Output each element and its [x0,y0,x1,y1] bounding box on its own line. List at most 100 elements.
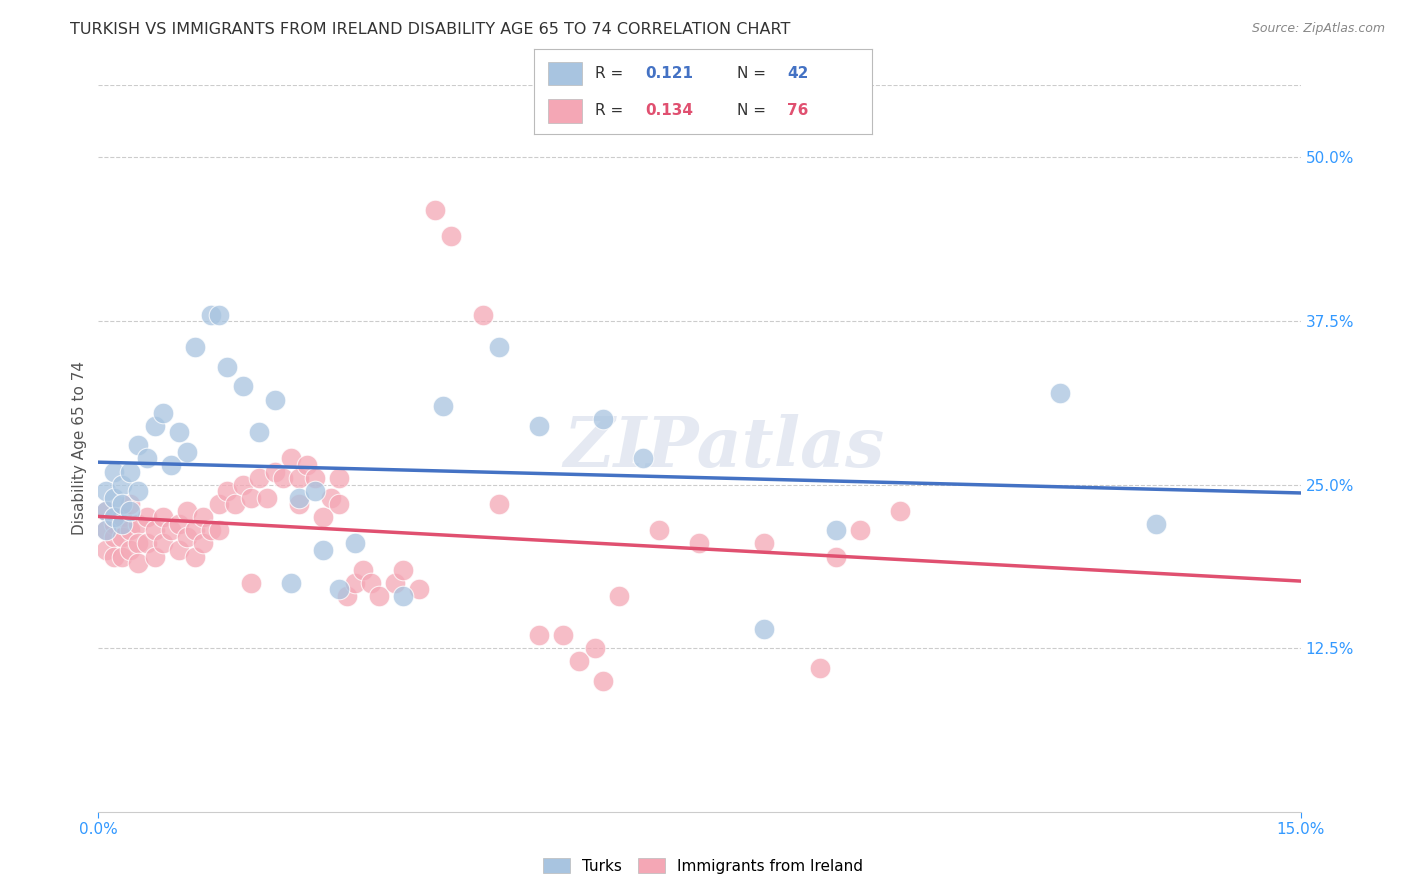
Point [128,536,150,550]
Point [191,536,214,550]
Point [280,575,302,590]
Point [423,202,446,217]
Text: N =: N = [737,103,770,119]
Text: R =: R = [595,103,628,119]
Point [263,392,285,407]
Point [183,549,205,564]
Point [247,425,270,440]
Point [143,418,166,433]
Point [849,524,872,538]
Point [360,575,382,590]
Text: 0.134: 0.134 [645,103,693,119]
Point [529,418,551,433]
Text: Source: ZipAtlas.com: Source: ZipAtlas.com [1251,22,1385,36]
Point [120,465,142,479]
Point [232,477,254,491]
Point [103,465,125,479]
Point [592,412,614,426]
Point [128,438,150,452]
Point [288,491,311,505]
Point [488,340,510,354]
Point [328,497,350,511]
Point [103,491,125,505]
Bar [548,99,582,123]
Point [128,516,150,531]
Point [111,477,134,491]
Point [609,589,631,603]
Point [568,654,591,668]
Legend: Turks, Immigrants from Ireland: Turks, Immigrants from Ireland [537,852,869,880]
Point [440,229,463,244]
Point [304,471,326,485]
Point [343,536,366,550]
Point [208,497,231,511]
Point [176,504,198,518]
Point [176,530,198,544]
Point [135,510,157,524]
Point [215,484,238,499]
Point [256,491,278,505]
Point [128,556,150,570]
Point [343,575,366,590]
Point [328,471,350,485]
Point [752,536,775,550]
Point [191,510,214,524]
Point [111,510,134,524]
Point [824,549,846,564]
Point [96,504,118,518]
Point [553,628,575,642]
Point [319,491,342,505]
Text: 42: 42 [787,66,808,81]
Point [152,510,174,524]
Point [183,340,205,354]
Point [143,524,166,538]
Point [96,543,118,558]
Point [103,516,125,531]
Point [368,589,391,603]
Point [336,589,359,603]
Point [159,458,181,472]
Bar [548,62,582,86]
Point [111,530,134,544]
Point [239,491,262,505]
Point [583,641,606,656]
Text: 0.121: 0.121 [645,66,693,81]
Point [328,582,350,597]
Point [159,524,181,538]
Point [247,471,270,485]
Point [312,510,335,524]
Point [392,563,415,577]
Point [288,497,311,511]
Point [488,497,510,511]
Point [200,308,222,322]
Point [592,673,614,688]
Point [183,524,205,538]
Point [312,543,335,558]
Point [96,484,118,499]
Point [384,575,406,590]
Point [208,524,231,538]
Point [408,582,430,597]
Point [215,359,238,374]
Point [120,543,142,558]
Point [103,549,125,564]
Point [167,516,190,531]
Point [648,524,671,538]
Text: R =: R = [595,66,628,81]
Point [288,471,311,485]
Y-axis label: Disability Age 65 to 74: Disability Age 65 to 74 [72,361,87,535]
Point [472,308,495,322]
Point [96,504,118,518]
Point [120,504,142,518]
Point [224,497,246,511]
Point [232,379,254,393]
Point [96,524,118,538]
Point [263,465,285,479]
Point [200,524,222,538]
Point [352,563,374,577]
Point [889,504,911,518]
Point [392,589,415,603]
Point [304,484,326,499]
Point [103,530,125,544]
Point [1144,516,1167,531]
